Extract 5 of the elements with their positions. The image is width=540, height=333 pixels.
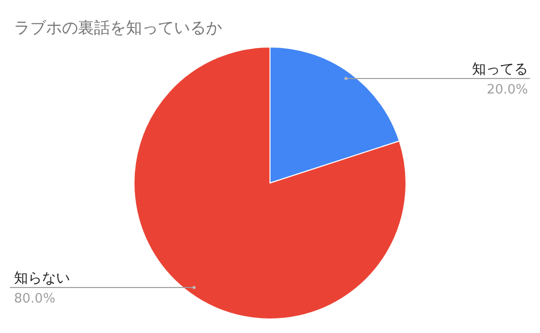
title: ラブホの裏話を知っているか [14, 18, 222, 37]
data-label: 20.0% [486, 82, 528, 98]
slice-label: 知ってる [472, 61, 528, 78]
data-label: 80.0% [14, 292, 56, 307]
slice-label: 知らない [14, 270, 70, 287]
